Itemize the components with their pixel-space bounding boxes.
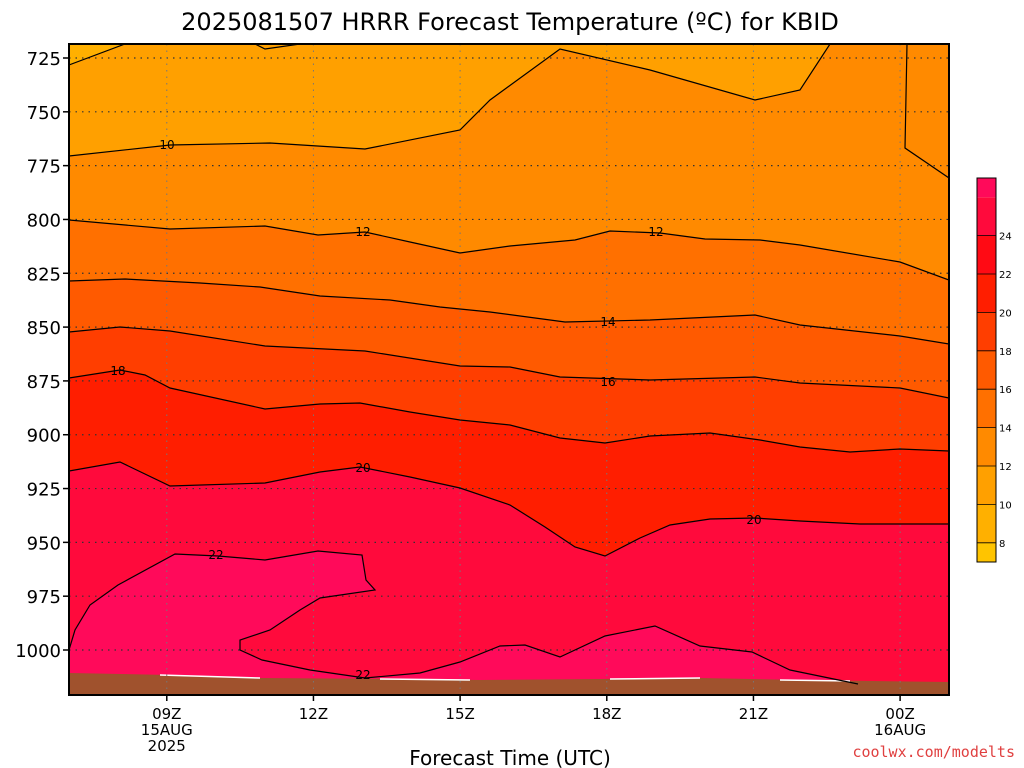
y-tick-label: 825 [27,264,61,285]
contour-20 [69,461,949,557]
colorbar-swatch [977,235,996,274]
colorbar-swatch [977,178,996,198]
colorbar-swatch [977,427,996,466]
colorbar-label: 12 [999,462,1012,473]
y-tick-label: 725 [27,49,61,70]
x-tick-label: 21Z [739,705,768,723]
colorbar-swatch [977,274,996,313]
contour-label-16: 16 [600,375,615,389]
x-tick-label: 15Z [445,705,474,723]
colorbar-swatch [977,312,996,351]
y-tick-label: 975 [27,587,61,608]
colorbar-swatch [977,542,996,562]
contour-labels: 10 12 12 14 16 18 20 20 22 22 [110,138,761,682]
colorbar-label: 16 [999,385,1012,396]
ground [69,673,949,695]
x-tick-label: 00Z [885,705,914,723]
contour-label-22: 22 [208,548,223,562]
x-tick-label: 16AUG [874,721,926,739]
x-tick-label: 18Z [592,705,621,723]
contour-label-12: 12 [648,225,663,239]
band-24-26-a [69,551,949,695]
plot-frame [68,43,950,696]
grid-lines [69,44,949,695]
y-tick-label: 900 [27,426,61,447]
colorbar-label: 8 [999,539,1005,550]
y-tick-label: 875 [27,372,61,393]
contour-label-20: 20 [355,461,370,475]
y-tick-label: 750 [27,103,61,124]
contour-label-18: 18 [110,364,125,378]
colorbar: 8 10 12 14 16 18 20 22 24 [976,177,1012,563]
colorbar-label: 10 [999,500,1012,511]
contour-label-10: 10 [159,138,174,152]
x-tick-label: 09Z [152,705,181,723]
ground-edge [159,674,851,682]
colorbar-swatch [977,504,996,543]
colorbar-label: 22 [999,270,1012,281]
colorbar-label: 18 [999,347,1012,358]
x-tick-label: 15AUG [141,721,193,739]
colorbar-frame [976,177,997,563]
colorbar-label: 14 [999,424,1012,435]
y-tick-label: 775 [27,157,61,178]
y-axis: 725 750 775 800 825 850 875 900 925 950 975 1000 [15,49,69,662]
chart-title: 2025081507 HRRR Forecast Temperature (ºC… [181,8,839,36]
x-tick-label: 2025 [148,737,186,755]
colorbar-label: 24 [999,232,1012,243]
contour-label-20: 20 [746,513,761,527]
contour-12 [69,219,949,281]
contour-16 [69,326,949,399]
colorbar-swatch [977,197,996,236]
colorbar-swatch [977,350,996,390]
contour-label-22: 22 [355,668,370,682]
y-tick-label: 925 [27,480,61,501]
plot-area: 10 12 12 14 16 18 20 20 22 22 [69,44,949,695]
contour-label-14: 14 [600,315,615,329]
contour-14 [69,278,949,345]
y-tick-label: 950 [27,533,61,554]
y-tick-label: 850 [27,318,61,339]
contour-lines [69,44,949,685]
x-axis-label: Forecast Time (UTC) [409,746,611,768]
colorbar-swatch [977,389,996,428]
band-22-24 [69,462,949,695]
colorbar-label: 20 [999,308,1012,319]
y-tick-label: 800 [27,210,61,231]
credit-text: coolwx.com/modelts [852,743,1015,761]
contour-22 [69,550,859,685]
contour-10 [69,44,949,179]
y-tick-label: 1000 [15,641,61,662]
contour-18 [69,369,949,453]
contour-label-12: 12 [355,225,370,239]
colorbar-swatch [977,466,996,505]
x-tick-label: 12Z [299,705,328,723]
